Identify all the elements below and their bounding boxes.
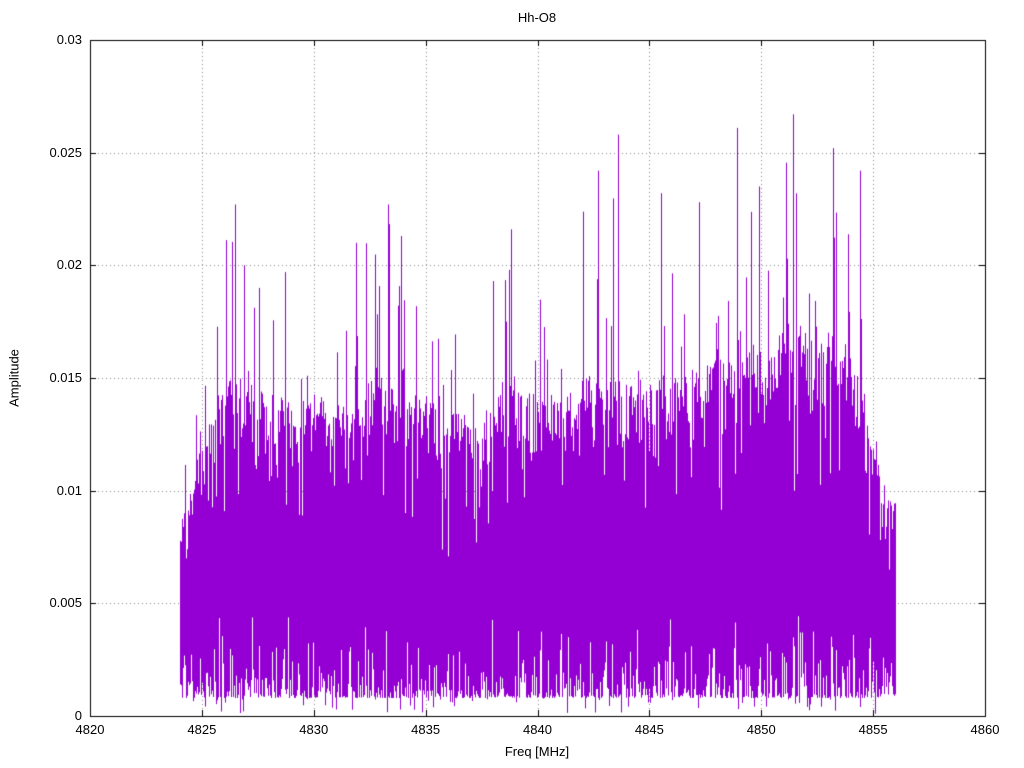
y-tick-label: 0.03 bbox=[56, 32, 82, 47]
x-tick-label: 4850 bbox=[746, 722, 776, 737]
x-tick-label: 4830 bbox=[299, 722, 329, 737]
y-tick-label: 0.025 bbox=[49, 144, 82, 160]
y-tick-label: 0.01 bbox=[56, 482, 82, 498]
y-tick-label: 0.015 bbox=[49, 370, 82, 385]
y-axis-label: Amplitude bbox=[6, 349, 22, 407]
x-tick-label: 4825 bbox=[187, 722, 217, 737]
y-tick-label: 0.005 bbox=[49, 595, 82, 611]
chart-title: Hh-O8 bbox=[517, 10, 557, 25]
x-tick-label: 4835 bbox=[411, 722, 441, 737]
x-tick-label: 4860 bbox=[970, 722, 1000, 737]
x-tick-label: 4845 bbox=[634, 722, 664, 737]
y-tick-label: 0 bbox=[74, 708, 82, 723]
y-tick-label: 0.02 bbox=[56, 257, 82, 273]
x-tick-label: 4840 bbox=[523, 722, 552, 737]
x-tick-label: 4855 bbox=[858, 722, 888, 737]
x-axis-label: Freq [MHz] bbox=[504, 744, 570, 759]
x-tick-label: 4820 bbox=[75, 722, 105, 737]
